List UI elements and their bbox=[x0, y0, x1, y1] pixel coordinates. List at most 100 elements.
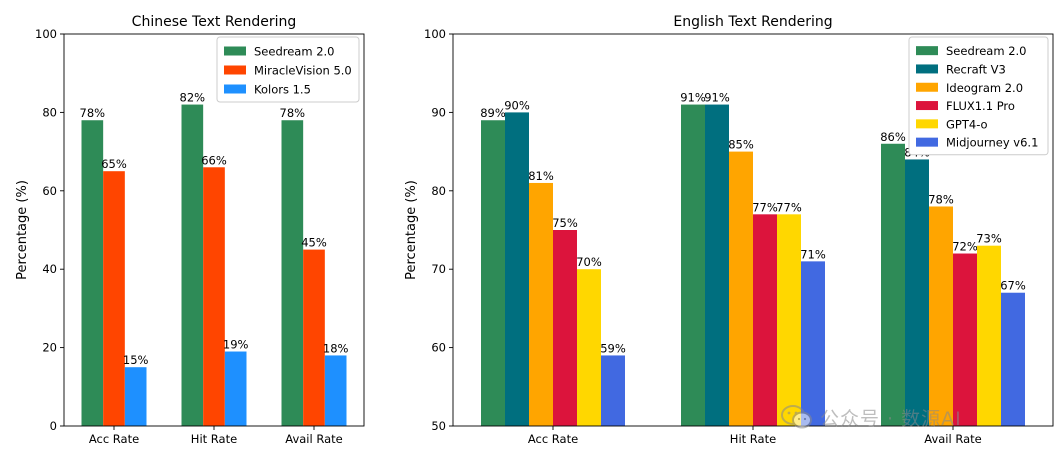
bar-value-label: 78% bbox=[80, 106, 106, 120]
bar-kolors-1-5-acc-rate bbox=[124, 367, 147, 426]
y-tick-label: 90 bbox=[431, 105, 446, 119]
bar-midjourney-v6-1-hit-rate bbox=[801, 261, 825, 426]
legend-label: Seedream 2.0 bbox=[254, 45, 335, 59]
bar-value-label: 70% bbox=[576, 255, 602, 269]
legend-label: Seedream 2.0 bbox=[946, 44, 1027, 58]
bar-recraft-v3-hit-rate bbox=[705, 104, 729, 426]
bar-miraclevision-5-0-hit-rate bbox=[203, 167, 225, 426]
bar-value-label: 59% bbox=[600, 341, 626, 355]
y-axis-label: Percentage (%) bbox=[404, 180, 419, 280]
y-axis-label: Percentage (%) bbox=[15, 180, 30, 280]
legend-swatch bbox=[916, 82, 938, 92]
bar-value-label: 90% bbox=[504, 98, 530, 112]
x-tick-label: Acc Rate bbox=[528, 432, 578, 446]
bar-seedream-2-0-hit-rate bbox=[181, 104, 204, 426]
bar-gpt4-o-hit-rate bbox=[777, 214, 801, 426]
watermark: 公众号 · 数源AI bbox=[780, 402, 962, 432]
legend-swatch bbox=[916, 101, 938, 111]
bar-gpt4-o-avail-rate bbox=[977, 245, 1001, 426]
x-tick-label: Hit Rate bbox=[191, 432, 237, 446]
bar-flux1-1-pro-avail-rate bbox=[953, 253, 977, 426]
y-tick-label: 80 bbox=[42, 105, 57, 119]
bar-gpt4-o-acc-rate bbox=[577, 269, 601, 426]
legend-swatch bbox=[916, 46, 938, 56]
bar-value-label: 86% bbox=[880, 130, 906, 144]
bar-miraclevision-5-0-acc-rate bbox=[103, 171, 125, 426]
x-tick-label: Avail Rate bbox=[924, 432, 981, 446]
bar-seedream-2-0-avail-rate bbox=[881, 143, 905, 426]
legend-swatch bbox=[916, 64, 938, 74]
bar-value-label: 91% bbox=[680, 91, 706, 105]
chart-title: Chinese Text Rendering bbox=[132, 14, 297, 30]
bar-ideogram-2-0-acc-rate bbox=[529, 182, 553, 426]
y-tick-label: 60 bbox=[42, 184, 57, 198]
x-tick-label: Acc Rate bbox=[89, 432, 139, 446]
bar-value-label: 77% bbox=[752, 200, 778, 214]
watermark-text: 公众号 · 数源AI bbox=[820, 407, 962, 430]
bar-value-label: 15% bbox=[123, 353, 149, 367]
bar-ideogram-2-0-hit-rate bbox=[729, 151, 753, 426]
bar-midjourney-v6-1-avail-rate bbox=[1001, 292, 1025, 426]
bar-flux1-1-pro-hit-rate bbox=[753, 214, 777, 426]
bar-value-label: 77% bbox=[776, 200, 802, 214]
bar-recraft-v3-avail-rate bbox=[905, 159, 929, 426]
legend-box bbox=[216, 36, 360, 103]
bar-value-label: 89% bbox=[480, 106, 506, 120]
bar-value-label: 73% bbox=[976, 232, 1002, 246]
bar-recraft-v3-acc-rate bbox=[505, 112, 529, 427]
wechat-icon bbox=[781, 405, 812, 429]
bar-value-label: 67% bbox=[1000, 279, 1026, 293]
bar-value-label: 72% bbox=[952, 240, 978, 254]
bar-value-label: 78% bbox=[928, 192, 954, 206]
bar-seedream-2-0-hit-rate bbox=[681, 104, 705, 426]
bar-value-label: 45% bbox=[301, 236, 327, 250]
bar-flux1-1-pro-acc-rate bbox=[553, 230, 577, 426]
bar-seedream-2-0-acc-rate bbox=[481, 120, 505, 427]
bar-value-label: 91% bbox=[704, 91, 730, 105]
bar-value-label: 81% bbox=[528, 169, 554, 183]
y-tick-label: 50 bbox=[431, 419, 446, 433]
bar-miraclevision-5-0-avail-rate bbox=[303, 249, 325, 426]
bar-ideogram-2-0-avail-rate bbox=[929, 206, 953, 426]
legend-label: MiracleVision 5.0 bbox=[254, 64, 352, 78]
y-tick-label: 40 bbox=[42, 262, 57, 276]
bar-value-label: 75% bbox=[552, 216, 578, 230]
legend-swatch bbox=[224, 84, 246, 94]
legend-label: Kolors 1.5 bbox=[254, 83, 311, 97]
y-tick-label: 60 bbox=[431, 341, 446, 355]
bar-kolors-1-5-hit-rate bbox=[224, 351, 247, 426]
chart-2: English Text Rendering89%91%86%90%91%84%… bbox=[404, 14, 1054, 446]
y-tick-label: 0 bbox=[50, 419, 57, 433]
legend-swatch bbox=[224, 46, 246, 56]
legend-swatch bbox=[916, 119, 938, 129]
legend-swatch bbox=[224, 65, 246, 75]
chart-1: Chinese Text Rendering 78% 82% 78% 65% 66% 45%… bbox=[15, 14, 365, 446]
bar-seedream-2-0-acc-rate bbox=[81, 120, 104, 427]
bar-midjourney-v6-1-acc-rate bbox=[601, 355, 625, 426]
legend-label: FLUX1.1 Pro bbox=[946, 99, 1015, 113]
bar-value-label: 71% bbox=[800, 247, 826, 261]
bar-value-label: 78% bbox=[280, 106, 306, 120]
bar-seedream-2-0-avail-rate bbox=[281, 120, 304, 427]
y-tick-label: 20 bbox=[42, 341, 57, 355]
bar-value-label: 19% bbox=[223, 338, 249, 352]
y-tick-label: 70 bbox=[431, 262, 446, 276]
bar-kolors-1-5-avail-rate bbox=[324, 355, 347, 426]
y-tick-label: 100 bbox=[35, 27, 57, 41]
x-tick-label: Avail Rate bbox=[285, 432, 342, 446]
legend-label: Midjourney v6.1 bbox=[946, 136, 1038, 150]
legend-swatch bbox=[916, 137, 938, 147]
bar-value-label: 85% bbox=[728, 138, 754, 152]
bar-value-label: 82% bbox=[180, 91, 206, 105]
legend-label: Recraft V3 bbox=[946, 62, 1006, 76]
y-tick-label: 80 bbox=[431, 184, 446, 198]
bar-value-label: 18% bbox=[323, 341, 349, 355]
chart-title: English Text Rendering bbox=[673, 14, 832, 30]
x-tick-label: Hit Rate bbox=[730, 432, 776, 446]
legend-box bbox=[908, 36, 1049, 156]
bar-value-label: 65% bbox=[101, 157, 127, 171]
legend-label: Ideogram 2.0 bbox=[946, 81, 1023, 95]
y-tick-label: 100 bbox=[424, 27, 446, 41]
bar-value-label: 66% bbox=[201, 153, 227, 167]
